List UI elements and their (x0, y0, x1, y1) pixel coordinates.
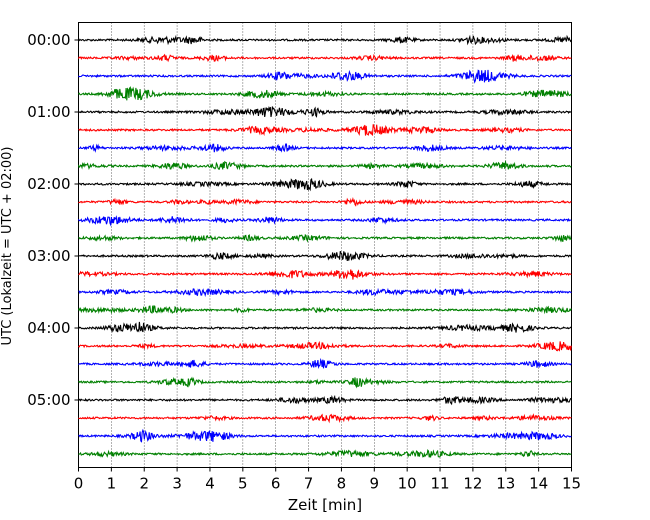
trace-5 (78, 124, 572, 137)
trace-4 (78, 105, 572, 118)
trace-12 (78, 251, 572, 261)
seismic-traces (77, 34, 572, 458)
trace-2 (78, 69, 572, 84)
x-tick-label-7: 7 (304, 475, 314, 493)
y-tick-label-3: 03:00 (27, 247, 70, 265)
trace-13 (78, 269, 572, 280)
x-tick-label-6: 6 (271, 475, 281, 493)
x-tick-label-4: 4 (205, 475, 215, 493)
trace-3 (78, 86, 572, 101)
x-tick-label-13: 13 (496, 475, 515, 493)
trace-17 (78, 340, 572, 352)
trace-20 (78, 394, 572, 406)
y-axis-label: UTC (Lokalzeit = UTC + 02:00) (0, 147, 15, 346)
x-tick-label-14: 14 (529, 475, 548, 493)
y-tick-label-1: 01:00 (27, 103, 70, 121)
x-tick-label-0: 0 (74, 475, 84, 493)
x-tick-label-15: 15 (562, 475, 581, 493)
trace-7 (77, 160, 572, 171)
x-tick-label-10: 10 (398, 475, 417, 493)
trace-0 (78, 34, 572, 46)
x-tick-label-8: 8 (337, 475, 347, 493)
x-tick-label-1: 1 (107, 475, 117, 493)
x-tick-label-3: 3 (172, 475, 182, 493)
trace-15 (77, 305, 572, 315)
trace-8 (78, 177, 572, 192)
trace-14 (78, 287, 572, 298)
trace-1 (78, 53, 572, 63)
trace-22 (78, 428, 572, 443)
trace-16 (77, 321, 572, 333)
y-tick-label-5: 05:00 (27, 391, 70, 409)
x-tick-label-11: 11 (430, 475, 449, 493)
x-gridlines (111, 22, 539, 468)
y-tick-label-4: 04:00 (27, 319, 70, 337)
plot-frame (78, 22, 572, 468)
trace-18 (78, 357, 572, 369)
y-axis-ticks: 00:00 01:00 02:00 03:00 04:00 05:00 (27, 31, 79, 409)
trace-6 (78, 143, 572, 153)
trace-19 (78, 376, 572, 389)
x-axis-ticks: 0 1 2 3 4 5 6 7 8 9 10 11 12 13 14 15 (74, 467, 581, 493)
trace-9 (78, 197, 572, 207)
x-tick-label-9: 9 (370, 475, 380, 493)
x-tick-label-2: 2 (139, 475, 149, 493)
y-tick-label-2: 02:00 (27, 175, 70, 193)
trace-23 (78, 449, 572, 458)
x-tick-label-12: 12 (463, 475, 482, 493)
y-tick-label-0: 00:00 (27, 31, 70, 49)
x-tick-label-5: 5 (238, 475, 248, 493)
trace-11 (78, 234, 572, 243)
trace-21 (78, 413, 572, 424)
x-axis-label: Zeit [min] (288, 496, 362, 514)
trace-10 (78, 215, 572, 227)
